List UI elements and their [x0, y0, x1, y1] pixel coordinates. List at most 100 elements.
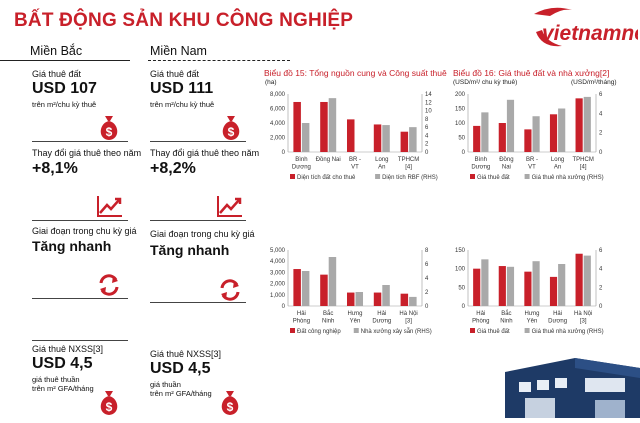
bar-2-left-1 [320, 274, 328, 306]
y-tick-left: 200 [455, 92, 466, 98]
y-tick-left: 2,000 [270, 136, 286, 142]
x-tick-label: Yên [527, 319, 538, 325]
bar-2-right-3 [382, 285, 390, 306]
trend-up-icon-2 [216, 194, 244, 223]
y-tick-right: 6 [599, 248, 603, 254]
x-tick-label: Yên [350, 319, 361, 325]
x-tick-label: Dương [372, 319, 391, 325]
y-tick-left: 150 [455, 248, 466, 254]
x-tick-label: Nai [502, 165, 511, 171]
north-change-label: Thay đổi giá thuê theo năm [32, 148, 142, 158]
south-divider [148, 60, 290, 61]
y-tick-left: 100 [455, 121, 466, 127]
north-rbf-label: Giá thuê NXSS[3] [32, 344, 104, 354]
legend-label: Giá thuê nhà xưởng (RHS) [532, 328, 604, 335]
x-tick-label: [4] [580, 165, 587, 171]
region-south-label: Miền Nam [150, 44, 207, 58]
y-tick-right: 4 [425, 133, 429, 139]
south-land-rent-label: Giá thuê đất [150, 69, 200, 79]
north-divider [0, 60, 130, 61]
page-title: BẤT ĐỘNG SẢN KHU CÔNG NGHIỆP [14, 10, 354, 31]
bar-2-left-0 [293, 269, 301, 306]
money-bag-icon: $ [96, 113, 122, 146]
y-tick-right: 4 [599, 111, 603, 117]
vietnamnet-logo: vietnamnet [532, 2, 640, 52]
bar-0-left-2 [346, 119, 355, 152]
bar-3-left-1 [498, 266, 506, 306]
chart-supply-north: 0 1,000 2,000 3,000 4,000 5,000 0 2 4 6 8 Hải Phòng B… [270, 248, 432, 335]
logo-text: vietnamnet [542, 22, 638, 45]
x-tick-label: Dương [292, 165, 311, 171]
bar-0-left-0 [293, 101, 301, 152]
chart-rent-south: 0 50 100 150 200 0 2 4 6 Bình Dương Đồng Nai BR - VT Lo… [455, 92, 604, 181]
x-tick-label: VT [528, 165, 536, 171]
bar-1-right-1 [506, 99, 515, 152]
bar-3-right-3 [558, 264, 566, 306]
bar-1-right-3 [558, 108, 566, 152]
cycle-arrows-icon [96, 273, 122, 302]
bar-0-left-4 [400, 131, 409, 152]
bar-3-right-0 [481, 259, 489, 306]
bar-1-right-0 [481, 112, 489, 152]
x-tick-label: Ninh [500, 319, 512, 325]
x-tick-label: Đồng [499, 157, 513, 163]
cycle-arrows-icon-2 [217, 278, 243, 307]
y-tick-left: 50 [458, 136, 465, 142]
y-tick-right: 10 [425, 109, 432, 115]
legend-swatch [470, 174, 475, 179]
legend-label: Diện tích RBF (RHS) [382, 175, 438, 181]
bar-2-right-2 [355, 292, 364, 306]
y-tick-right: 0 [599, 150, 603, 156]
legend-label: Diện tích đất cho thuê [297, 175, 356, 181]
y-tick-right: 4 [425, 276, 429, 282]
bar-0-right-4 [409, 127, 417, 152]
bar-1-right-2 [532, 116, 540, 152]
north-cycle-value: Tăng nhanh [32, 238, 112, 254]
legend-swatch [375, 174, 381, 179]
chart-15-unit: (ha) [265, 79, 277, 86]
north-rbf-value: USD 4,5 [32, 355, 93, 372]
north-rbf-unit-2: trên m² GFA/tháng [32, 384, 94, 393]
x-tick-label: Long [375, 157, 388, 163]
money-bag-icon-3: $ [218, 113, 244, 146]
legend-swatch [353, 328, 359, 333]
bar-2-left-4 [400, 293, 409, 306]
x-tick-label: An [378, 165, 385, 171]
x-tick-label: BR - [349, 157, 361, 163]
south-rbf-unit-2: trên m² GFA/tháng [150, 389, 212, 398]
svg-text:$: $ [106, 125, 113, 139]
bar-2-left-3 [373, 292, 382, 306]
north-change-value: +8,1% [32, 160, 78, 177]
y-tick-right: 8 [425, 248, 429, 254]
y-tick-left: 3,000 [270, 270, 286, 276]
x-tick-label: Hưng [524, 311, 539, 317]
y-tick-right: 14 [425, 92, 432, 98]
south-sep-2 [150, 220, 246, 221]
bar-2-left-2 [346, 292, 355, 306]
x-tick-label: Dương [471, 165, 490, 171]
y-tick-left: 6,000 [270, 107, 286, 113]
y-tick-right: 2 [599, 285, 603, 291]
bar-0-left-1 [320, 101, 328, 152]
south-sep-3 [150, 302, 246, 303]
south-land-rent-unit: trên m²/chu kỳ thuê [150, 100, 215, 109]
bar-3-right-2 [532, 261, 540, 306]
chart-16-unit-left: (USD/m²/ chu kỳ thuê) [453, 79, 518, 86]
legend-swatch [290, 174, 295, 179]
x-tick-label: [3] [580, 319, 587, 325]
legend-label: Giá thuê đất [477, 175, 510, 181]
legend-swatch [470, 328, 475, 333]
x-tick-label: Phòng [293, 319, 310, 325]
y-tick-right: 2 [425, 290, 429, 296]
bar-2-right-1 [328, 257, 337, 306]
chart-15-title: Biểu đồ 15: Tổng nguồn cung và Công suất… [264, 68, 447, 78]
y-tick-left: 4,000 [270, 121, 286, 127]
y-tick-left: 100 [455, 267, 466, 273]
legend-label: Nhà xưởng xây sẵn (RHS) [361, 328, 432, 335]
bar-2-right-0 [301, 271, 310, 306]
south-cycle-label: Giai đoạn trong chu kỳ giá [150, 229, 255, 239]
north-land-rent-label: Giá thuê đất [32, 69, 82, 79]
chart-rent-north: 0 50 100 150 0 2 4 6 Hải Phòng Bắc Ninh Hưng Yên Hải Dư… [455, 248, 604, 335]
x-tick-label: BR - [526, 157, 538, 163]
y-tick-left: 2,000 [270, 282, 286, 288]
